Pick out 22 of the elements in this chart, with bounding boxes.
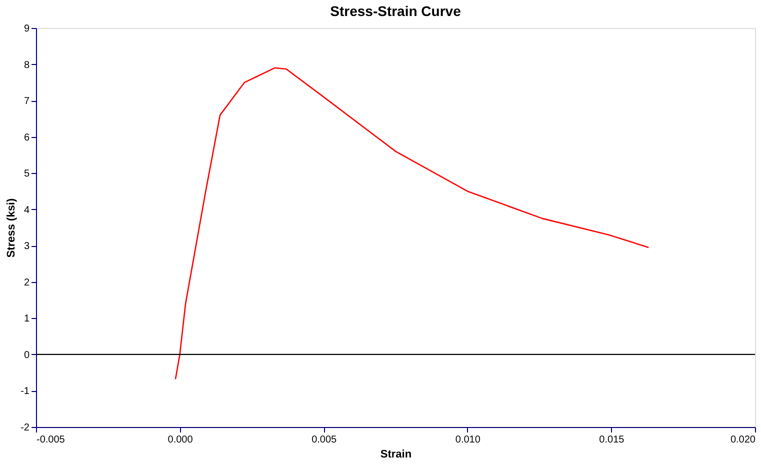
y-tick-label: 1 [24, 314, 30, 325]
x-tick-label: -0.005 [36, 434, 66, 446]
x-tick-label: 0.020 [730, 434, 756, 446]
x-axis-title: Strain [380, 448, 412, 460]
x-tick-label: 0.000 [168, 434, 194, 446]
y-tick-label: 0 [24, 350, 30, 361]
chart-title: Stress-Strain Curve [330, 3, 462, 19]
y-tick-label: 7 [24, 96, 30, 108]
y-tick-label: 2 [24, 277, 30, 288]
line-series [174, 67, 650, 380]
x-tick-label: 0.015 [599, 434, 625, 446]
y-tick-label: 3 [24, 241, 30, 252]
y-tick-label: 9 [24, 24, 30, 34]
y-tick-label: -2 [20, 422, 30, 434]
y-tick-label: 8 [24, 60, 30, 71]
y-axis-title: Stress (ksi) [6, 198, 18, 258]
x-tick-label: 0.010 [455, 434, 481, 446]
y-tick-label: 5 [24, 168, 30, 180]
x-tick-label: 0.005 [312, 434, 338, 446]
y-tick-label: 4 [24, 204, 30, 216]
y-tick-label: 6 [24, 132, 30, 144]
y-tick-label: -1 [20, 386, 30, 398]
